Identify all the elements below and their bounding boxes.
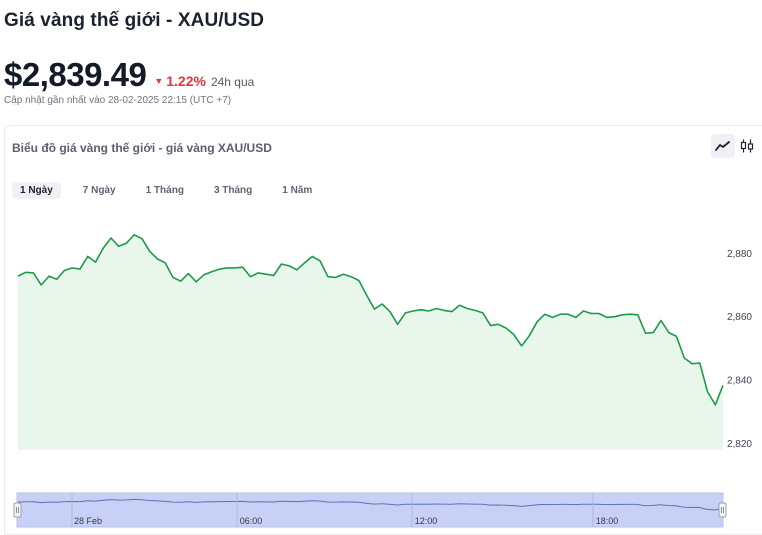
chart-title: Biểu đồ giá vàng thế giới - giá vàng XAU… — [12, 141, 272, 155]
change-percent: 1.22% — [166, 73, 206, 89]
tab-1-month[interactable]: 1 Tháng — [145, 185, 184, 196]
price-row: $2,839.49 ▼ 1.22% 24h qua — [4, 56, 254, 94]
tab-3-months[interactable]: 3 Tháng — [213, 185, 253, 196]
navigator-label: 06:00 — [240, 516, 263, 526]
navigator[interactable]: 28 Feb 06:00 12:00 18:00 — [13, 492, 727, 528]
y-tick-label: 2,880 — [727, 249, 752, 260]
last-updated: Cập nhật gần nhất vào 28-02-2025 22:15 (… — [4, 95, 232, 106]
navigator-label: 12:00 — [415, 516, 438, 526]
change-period: 24h qua — [210, 75, 255, 89]
tab-1-year[interactable]: 1 Năm — [282, 185, 313, 196]
navigator-label: 28 Feb — [74, 516, 102, 526]
price-area — [18, 234, 723, 450]
navigator-track — [16, 492, 724, 528]
line-mode-button[interactable] — [711, 134, 735, 158]
y-axis-ticks: 2,820 2,840 2,860 2,880 — [727, 249, 752, 450]
y-tick-label: 2,820 — [727, 439, 752, 450]
page-title: Giá vàng thế giới - XAU/USD — [4, 10, 265, 31]
candlestick-icon — [740, 139, 754, 153]
navigator-labels: 28 Feb 06:00 12:00 18:00 — [71, 493, 619, 527]
down-triangle-icon: ▼ — [154, 76, 164, 86]
line-chart-icon — [715, 141, 730, 151]
current-price: $2,839.49 — [4, 56, 147, 93]
range-tabs: 1 Ngày 7 Ngày 1 Tháng 3 Tháng 1 Năm — [12, 182, 334, 199]
price-line — [17, 234, 724, 406]
navigator-label: 18:00 — [596, 516, 619, 526]
tab-7-days[interactable]: 7 Ngày — [82, 185, 116, 196]
navigator-left-handle[interactable] — [13, 502, 22, 518]
chart-card: Biểu đồ giá vàng thế giới - giá vàng XAU… — [4, 125, 762, 535]
navigator-line — [17, 498, 723, 511]
navigator-right-handle[interactable] — [718, 502, 727, 518]
tab-1-day[interactable]: 1 Ngày — [12, 182, 61, 199]
y-tick-label: 2,860 — [727, 312, 752, 323]
y-tick-label: 2,840 — [727, 376, 752, 387]
candle-mode-button[interactable] — [735, 134, 759, 158]
price-change: ▼ 1.22% 24h qua — [154, 73, 254, 89]
chart-mode-toggle — [711, 134, 759, 158]
